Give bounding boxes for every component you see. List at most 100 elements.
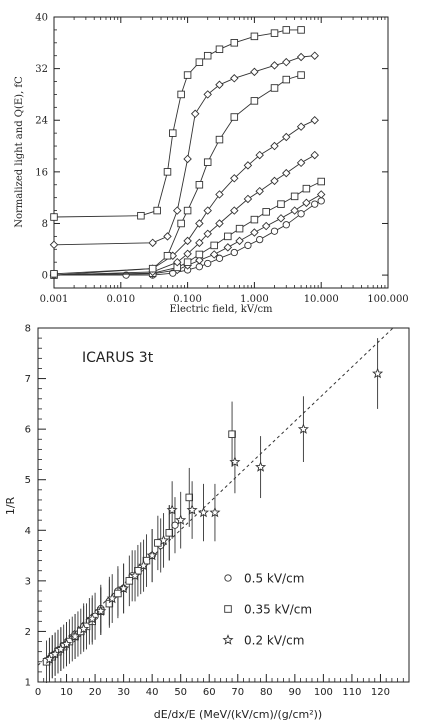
chart1-point [210,241,218,250]
chart1-point [255,150,264,160]
chart1-series-6 [49,51,319,250]
chart2-fit-line-path [37,327,394,666]
chart2-point [186,504,198,515]
chart2-y-tick-label: 3 [25,576,31,587]
chart1-point [177,90,185,99]
chart1-point [203,229,212,239]
chart2-y-label: 1/R [4,496,17,515]
chart2-point [228,430,236,438]
chart1-tick-labels: 0.001 0.010 0.100 1.000 10.000 100.000 0 8 16 24 3… [35,13,408,306]
chart1-point [195,250,204,259]
chart1-point [244,241,252,250]
chart1-point [230,113,239,121]
chart2-legend-label: 0.5 kV/cm [244,572,304,586]
chart2-point [69,630,81,642]
chart-2: 0 10 20 30 40 50 60 70 80 90 100 110 120 1 2 3 4 5 6 7 8 ICA… [4,324,410,721]
chart1-point [137,211,145,220]
chart1-point [230,206,239,215]
chart1-point [270,84,279,92]
chart1-point [224,232,232,241]
chart1-point [190,109,200,119]
chart2-point [197,506,210,518]
chart1-point [270,141,279,151]
chart2-x-tick-label: 100 [314,687,333,698]
chart1-point [50,213,58,221]
chart1-x-tick-label: 0.001 [40,294,69,305]
chart2-legend-label: 0.2 kV/cm [244,634,304,648]
chart2-point [138,559,150,571]
chart1-point [163,251,172,260]
chart1-point [310,116,319,125]
chart1-point [203,206,212,215]
chart1-point [215,190,224,199]
chart2-point [125,577,134,585]
chart2-point [209,506,221,518]
chart1-x-tick-label: 1.000 [240,294,269,305]
chart1-y-tick-label: 32 [35,64,48,75]
chart1-point [230,248,238,257]
chart1-point [215,45,224,54]
chart1-point [290,206,299,215]
chart1-point [169,269,177,277]
chart1-point [49,240,59,250]
chart2-x-tick-label: 10 [60,687,73,698]
chart2-series-2 [43,338,384,681]
chart1-point [250,67,259,77]
chart2-point [106,592,118,604]
chart2-point [114,589,122,598]
chart1-point [183,236,192,246]
chart1-point [317,177,325,186]
chart1-point [204,259,212,268]
chart1-ticks [53,16,389,288]
chart1-point [297,26,305,34]
chart1-y-label: Normalized light and Q(E), fC [14,76,25,228]
chart1-point [153,206,161,215]
chart2-y-tick-label: 4 [25,526,31,537]
chart2-point [86,612,98,624]
chart1-x-label: Electric field, kV/cm [169,304,273,315]
chart1-point [250,32,259,41]
chart1-x-tick-label: 0.010 [106,294,135,305]
chart2-x-tick-label: 30 [117,687,130,698]
chart2-x-tick-label: 90 [288,687,301,698]
chart2-point [146,549,158,561]
chart1-point [243,194,253,204]
chart2-series [42,338,384,684]
chart1-point [163,232,172,241]
chart1-point [250,97,259,105]
chart1-point [148,264,157,273]
chart1-point [195,256,204,265]
chart2-x-tick-label: 60 [203,687,216,698]
chart1-point [276,214,286,223]
chart2-x-tick-label: 50 [174,687,187,698]
chart1-point [261,221,271,231]
chart1-point [270,227,279,235]
chart1-point [203,158,212,166]
chart1-point [302,198,311,208]
chart1-point [183,154,192,164]
chart1-point [243,161,253,170]
chart1-point [215,80,224,89]
chart1-point [195,238,204,248]
chart1-series-7 [50,26,305,221]
chart2-legend-label: 0.35 kV/cm [244,603,312,617]
chart1-point [203,51,212,60]
chart2-point [78,623,90,634]
chart1-point [230,74,239,83]
chart2-y-tick-label: 5 [25,475,31,486]
chart1-point [148,238,157,248]
chart2-x-tick-label: 70 [231,687,244,698]
chart2-x-label: dE/dx/E (MeV/(kV/cm)/(g/cm²)) [154,708,322,721]
chart1-point [262,208,270,216]
chart2-point [129,569,141,581]
chart1-point [235,224,244,233]
chart2-point [185,493,194,502]
chart1-point [310,51,319,60]
chart2-y-tick-label: 6 [25,425,31,436]
chart1-point [316,190,326,199]
chart2-point [372,367,384,379]
chart2-fit-line [37,327,394,666]
chart1-point [270,176,279,186]
chart2-point [297,423,309,434]
chart1-series-line [53,29,302,218]
